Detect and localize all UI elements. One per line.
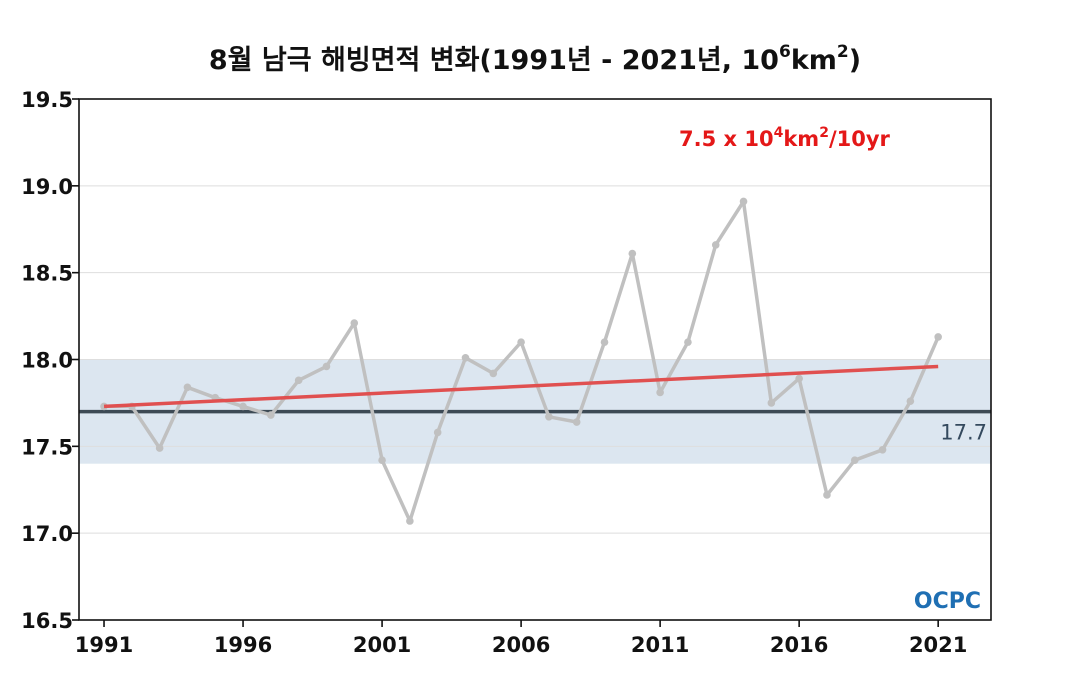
data-point-2019 [878,446,887,454]
data-point-2006 [517,338,525,346]
data-point-2000 [350,319,359,327]
data-point-1993 [155,444,164,452]
trend-label-exp2: 2 [819,125,829,141]
data-point-1994 [183,383,192,392]
data-point-2009 [600,338,609,346]
trend-label-pre: 7.5 x 10 [679,127,774,151]
data-point-2002 [406,517,414,525]
data-point-2007 [545,413,553,421]
y-tick-label: 17.5 [21,435,73,459]
y-tick-label: 18.5 [21,262,73,286]
x-tick-label: 2016 [770,633,828,657]
x-tick-label: 2001 [353,633,411,657]
data-point-2016 [795,374,803,383]
data-point-2014 [739,197,748,206]
trend-line [103,364,939,409]
data-point-2003 [433,428,442,437]
data-point-2011 [656,388,664,397]
title-exponent-1: 6 [778,42,791,62]
y-tick-label: 19.0 [21,175,73,199]
mean-label: 17.7 [940,421,987,445]
data-point-2020 [906,397,915,405]
y-axis-ticks: 16.5 17.0 17.5 18.0 18.5 19.0 19.5 [21,88,79,633]
data-point-1991 [100,402,108,411]
data-point-2010 [628,249,637,258]
data-point-2005 [489,369,498,378]
x-axis-ticks: 1991 1996 2001 2006 2011 2016 2021 [75,620,967,657]
data-point-1998 [294,376,303,385]
title-text: 8월 남극 해빙면적 변화(1991년 - 2021년, 10 [208,45,779,76]
data-point-1997 [267,411,275,419]
title-exponent-2: 2 [836,42,849,62]
data-point-2008 [572,418,581,426]
data-point-2004 [461,353,470,362]
x-tick-label: 2006 [492,633,550,657]
trend-label-unit: km [783,127,819,151]
y-tick-label: 18.0 [21,349,73,373]
y-tick-label: 16.5 [21,609,73,633]
data-point-1996 [239,402,247,411]
data-point-1999 [322,362,331,371]
trend-label: 7.5 x 104km2/10yr [679,125,891,151]
data-point-2015 [767,399,776,407]
x-tick-label: 1991 [75,633,133,657]
x-tick-label: 1996 [214,633,272,657]
chart-title: 8월 남극 해빙면적 변화(1991년 - 2021년, 106km2) [0,38,1070,77]
data-point-2017 [823,491,831,499]
title-unit: km [790,45,837,76]
x-tick-label: 2011 [631,633,689,657]
data-point-2013 [711,241,720,249]
data-point-2012 [684,338,692,346]
data-point-2021 [934,333,942,341]
trend-label-post: /10yr [829,127,891,151]
logo-text: OCPC [914,589,981,614]
x-tick-label: 2021 [909,633,967,657]
trend-label-exp1: 4 [774,125,784,141]
grid-lines [79,98,991,621]
y-tick-label: 19.5 [21,88,73,112]
ocpc-logo: OCPC [914,589,981,614]
y-tick-label: 17.0 [21,522,73,546]
data-point-2018 [850,456,859,465]
data-point-2001 [378,456,386,465]
title-close: ) [848,45,862,76]
